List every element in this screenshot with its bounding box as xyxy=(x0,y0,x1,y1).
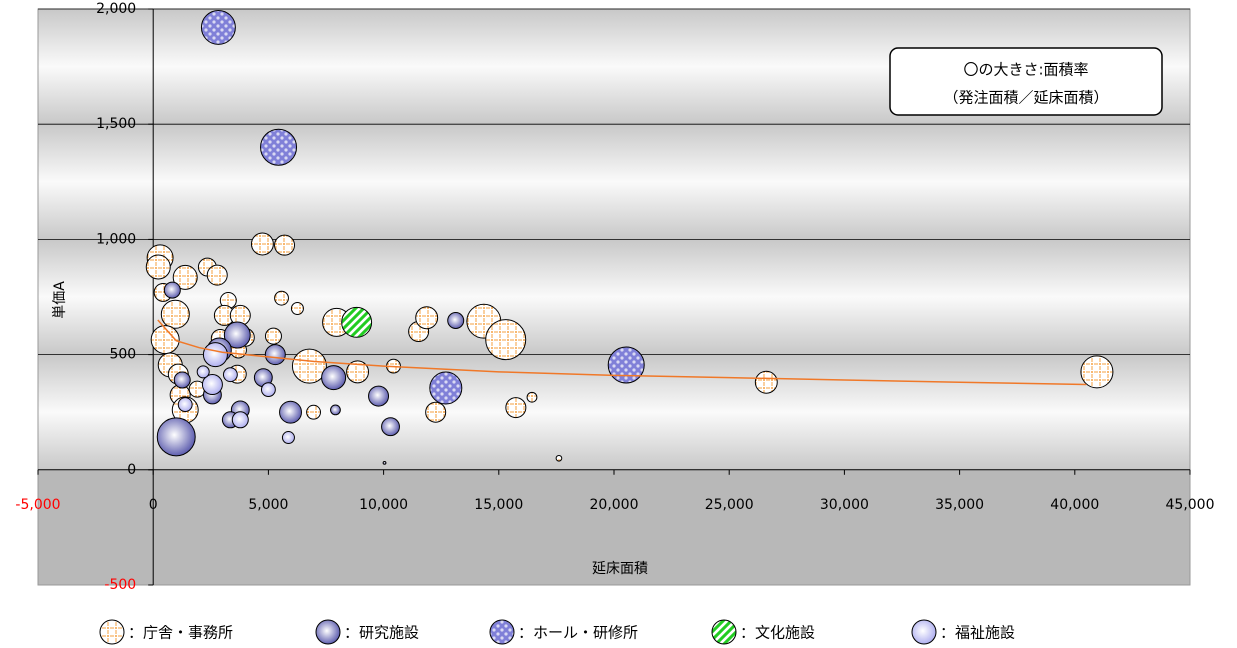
bubble xyxy=(306,404,321,420)
bubble xyxy=(321,365,347,391)
bubble xyxy=(172,264,198,290)
legend-label: ：文化施設 xyxy=(740,624,815,642)
bubble xyxy=(290,302,304,316)
legend-symbol xyxy=(489,619,515,645)
y-tick-label: 1,000 xyxy=(96,231,136,247)
bubble xyxy=(274,234,296,256)
bubble xyxy=(201,374,223,396)
bubble xyxy=(163,281,181,299)
y-tick-label: 500 xyxy=(109,347,136,363)
bubble xyxy=(291,348,327,384)
plot-band xyxy=(38,239,1190,355)
bubble xyxy=(206,264,228,286)
bubble xyxy=(429,371,463,405)
bubble xyxy=(555,454,563,462)
legend-label: ：福祉施設 xyxy=(940,624,1015,642)
y-tick-label: -500 xyxy=(104,577,136,593)
bubble xyxy=(264,327,282,345)
bubble xyxy=(505,397,527,419)
bubble xyxy=(260,128,298,166)
bubble xyxy=(330,404,341,416)
bubble xyxy=(145,254,171,280)
bubble xyxy=(381,417,400,437)
bubble xyxy=(607,346,645,384)
legend-label: ：ホール・研修所 xyxy=(518,624,638,642)
legend-symbol xyxy=(911,619,937,645)
x-tick-label: 20,000 xyxy=(590,497,639,513)
bubble xyxy=(264,344,286,366)
x-tick-label: 5,000 xyxy=(248,497,288,513)
bubble xyxy=(223,321,251,349)
y-axis-label: 単価A xyxy=(52,281,68,319)
bubble xyxy=(231,411,249,429)
legend-symbol xyxy=(99,619,125,645)
bubble xyxy=(346,360,370,384)
bubble xyxy=(382,460,387,465)
bubble xyxy=(447,312,465,330)
bubble xyxy=(200,9,236,45)
bubble xyxy=(274,290,289,306)
legend-label: ：庁舎・事務所 xyxy=(128,624,233,642)
bubble xyxy=(281,431,295,445)
bubble xyxy=(173,371,191,389)
bubble xyxy=(177,397,193,413)
legend-label: ：研究施設 xyxy=(344,624,419,642)
annotation-box xyxy=(889,47,1163,116)
x-tick-label: -5,000 xyxy=(15,497,60,513)
x-tick-label: 45,000 xyxy=(1166,497,1215,513)
bubble xyxy=(250,232,274,256)
y-tick-label: 1,500 xyxy=(96,116,136,132)
legend-symbol xyxy=(315,619,341,645)
y-tick-label: 2,000 xyxy=(96,1,136,17)
bubble xyxy=(222,367,238,383)
bubble xyxy=(160,299,190,329)
bubble xyxy=(526,391,538,403)
annotation-text: （発注面積／延床面積） xyxy=(943,89,1108,107)
bubble xyxy=(1080,355,1114,389)
bubble xyxy=(196,365,210,379)
bubble xyxy=(754,370,778,394)
bubble xyxy=(260,382,276,398)
bubble xyxy=(415,306,439,330)
x-tick-label: 30,000 xyxy=(820,497,869,513)
legend-symbol xyxy=(711,619,737,645)
annotation-text: 〇の大きさ:面積率 xyxy=(963,61,1088,79)
trendline xyxy=(157,319,1087,386)
x-tick-label: 35,000 xyxy=(935,497,984,513)
bubble xyxy=(156,417,196,457)
x-axis-label: 延床面積 xyxy=(592,561,648,577)
bubble xyxy=(202,342,228,368)
x-tick-label: 25,000 xyxy=(705,497,754,513)
x-tick-label: 40,000 xyxy=(1050,497,1099,513)
bubble xyxy=(485,319,527,361)
bubble xyxy=(368,385,390,407)
x-tick-label: 10,000 xyxy=(359,497,408,513)
bubble xyxy=(341,306,373,338)
plot-band xyxy=(38,124,1190,240)
x-tick-label: 15,000 xyxy=(474,497,523,513)
bubble xyxy=(425,401,447,423)
bubble xyxy=(279,400,302,424)
